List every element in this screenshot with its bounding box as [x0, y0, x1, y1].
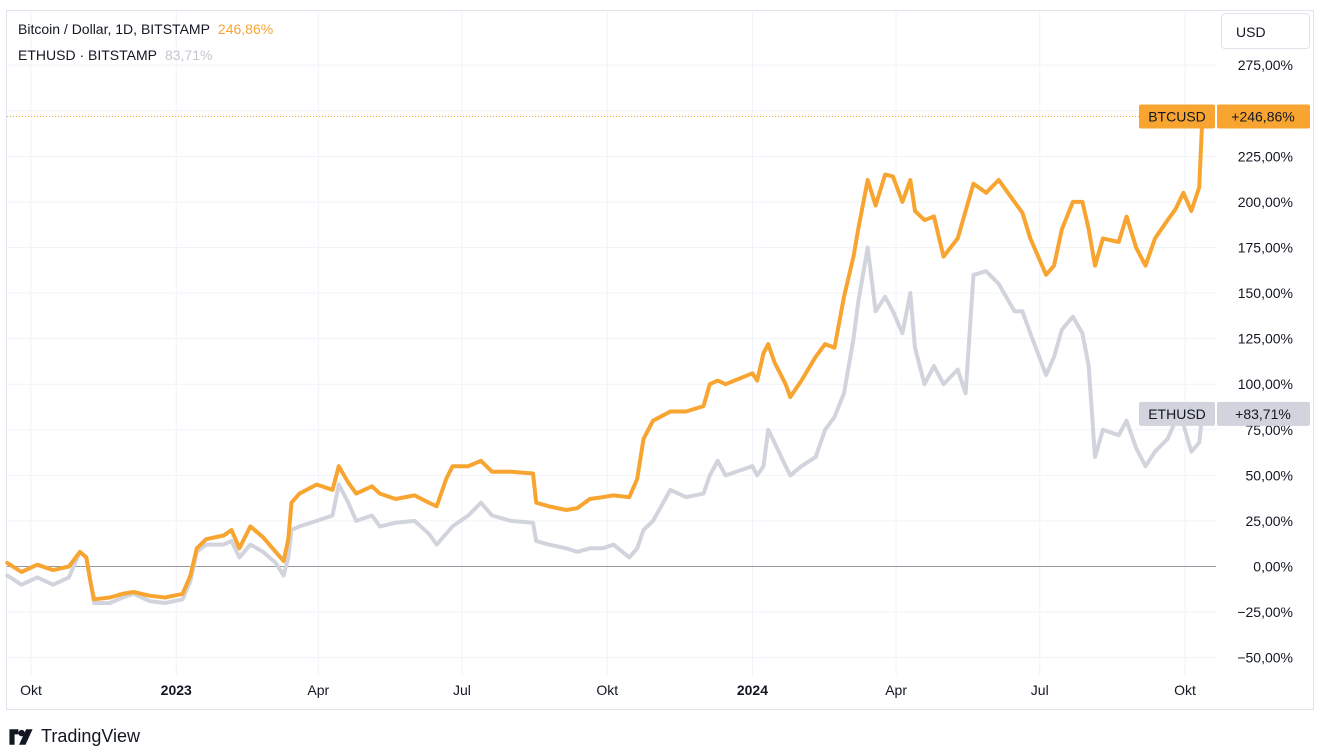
- legend-eth[interactable]: ETHUSD · BITSTAMP 83,71%: [18, 46, 212, 64]
- y-tick-label: 25,00%: [1246, 513, 1293, 529]
- btc-value-tag: [1217, 104, 1310, 129]
- x-tick-label: Jul: [1031, 682, 1049, 698]
- eth-price-label[interactable]: ETHUSD +83,71%: [1139, 401, 1310, 426]
- legend-eth-value: 83,71%: [164, 47, 213, 63]
- currency-button[interactable]: USD: [1221, 13, 1310, 49]
- footer-brand-text: TradingView: [41, 726, 141, 746]
- legend-btc[interactable]: Bitcoin / Dollar, 1D, BITSTAMP 246,86%: [18, 20, 273, 38]
- x-tick-label: Okt: [1174, 682, 1196, 698]
- x-tick-label: 2024: [737, 682, 768, 698]
- eth-name-tag: [1139, 401, 1215, 426]
- y-tick-label: −50,00%: [1237, 650, 1293, 666]
- x-tick-label: Okt: [596, 682, 618, 698]
- series-line-ethusd[interactable]: [5, 245, 1205, 605]
- eth-value-tag: [1217, 401, 1310, 426]
- tradingview-brand[interactable]: TradingView: [7, 726, 140, 747]
- legend-btc-value: 246,86%: [217, 21, 274, 37]
- btc-name-text: BTCUSD: [1148, 108, 1206, 124]
- eth-value-text: +83,71%: [1235, 406, 1291, 422]
- y-tick-label: 125,00%: [1238, 331, 1293, 347]
- x-tick-label: 2023: [161, 682, 192, 698]
- y-tick-label: 275,00%: [1238, 57, 1293, 73]
- legend-eth-title: ETHUSD · BITSTAMP: [18, 47, 157, 63]
- y-tick-label: −25,00%: [1237, 604, 1293, 620]
- x-tick-label: Apr: [885, 682, 907, 698]
- y-tick-label: 50,00%: [1246, 467, 1293, 483]
- btc-value-text: +246,86%: [1231, 108, 1294, 124]
- chart-frame: [6, 10, 1314, 710]
- y-tick-label: 150,00%: [1238, 285, 1293, 301]
- x-tick-label: Apr: [307, 682, 329, 698]
- legend-btc-title: Bitcoin / Dollar, 1D, BITSTAMP: [18, 21, 210, 37]
- y-tick-label: 100,00%: [1238, 376, 1293, 392]
- btc-price-label[interactable]: BTCUSD +246,86%: [1139, 104, 1310, 129]
- x-tick-label: Okt: [20, 682, 42, 698]
- eth-name-text: ETHUSD: [1148, 406, 1206, 422]
- y-tick-label: 200,00%: [1238, 194, 1293, 210]
- y-tick-label: 225,00%: [1238, 148, 1293, 164]
- x-tick-label: Jul: [453, 682, 471, 698]
- series-line-btcusd[interactable]: [5, 114, 1205, 602]
- y-tick-label: 0,00%: [1253, 559, 1293, 575]
- y-tick-label: 175,00%: [1238, 239, 1293, 255]
- btc-name-tag: [1139, 104, 1215, 129]
- tradingview-logo-icon: [9, 728, 33, 745]
